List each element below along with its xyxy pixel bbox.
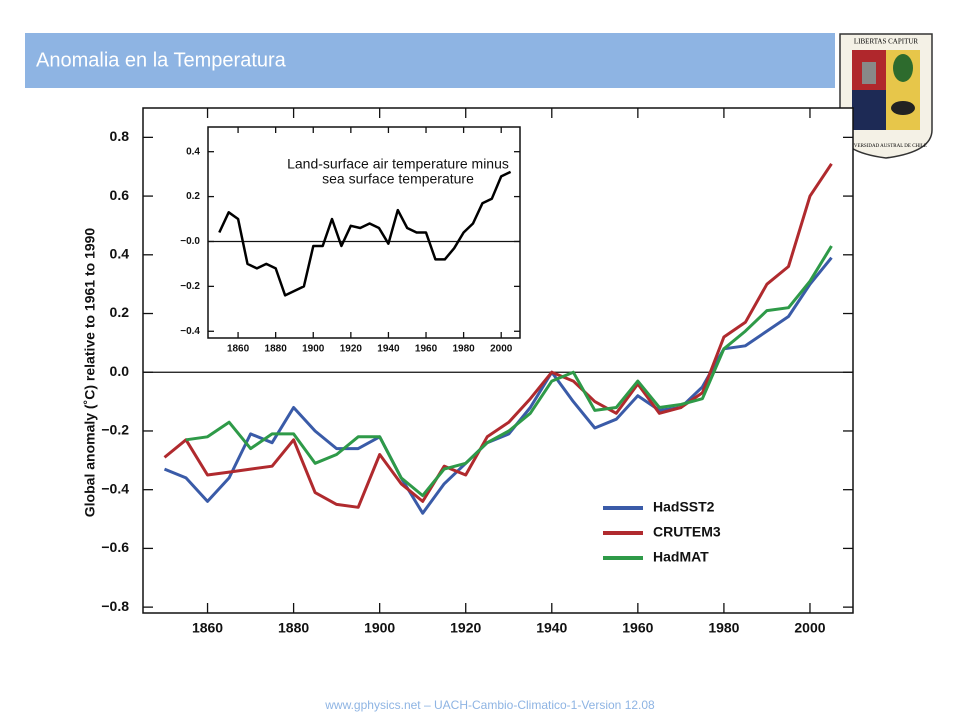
y-tick-label: −0.2	[101, 422, 129, 438]
logo-quarter	[852, 90, 886, 130]
y-tick-label: 0.4	[186, 146, 200, 157]
data-line	[163, 162, 833, 509]
x-tick-label: 1920	[340, 344, 363, 355]
x-tick-label: 2000	[794, 620, 825, 636]
y-tick-label: 0.2	[110, 304, 130, 320]
footer: www.gphysics.net – UACH-Cambio-Climatico…	[324, 698, 655, 712]
x-tick-label: 1980	[708, 620, 739, 636]
legend-label: HadSST2	[653, 499, 715, 515]
x-tick-label: 1980	[452, 344, 475, 355]
logo-name: UNIVERSIDAD AUSTRAL DE CHILE	[845, 144, 927, 149]
logo-tower	[862, 62, 876, 84]
y-tick-label: −0.2	[180, 281, 200, 292]
x-tick-label: 1960	[415, 344, 438, 355]
inset-title: sea surface temperature	[322, 171, 474, 187]
legend-label: HadMAT	[653, 549, 709, 565]
y-tick-label: −0.6	[101, 539, 129, 555]
inset-chart: 1860 1880 1900 1920 1940 1960 1980 2000 −0.4 −0.2…	[180, 126, 521, 355]
data-line	[218, 170, 512, 297]
logo-animal	[891, 101, 915, 115]
logo: LIBERTAS CAPITUR UNIVERSIDAD AUSTRAL DE …	[839, 33, 933, 159]
y-tick-label: −0.4	[180, 326, 200, 337]
logo-motto: LIBERTAS CAPITUR	[854, 38, 918, 46]
header-title: Anomalia en la Temperatura	[36, 49, 287, 71]
x-tick-label: 1900	[302, 344, 325, 355]
y-tick-label: 0.0	[110, 363, 130, 379]
inset-title: Land-surface air temperature minus	[287, 156, 509, 172]
x-tick-label: 1940	[377, 344, 400, 355]
y-tick-label: 0.6	[110, 187, 130, 203]
x-tick-label: 1880	[265, 344, 288, 355]
x-tick-label: 1960	[622, 620, 653, 636]
y-tick-label: 0.2	[186, 191, 200, 202]
x-tick-label: 2000	[490, 344, 513, 355]
y-tick-label: 0.4	[110, 246, 130, 262]
header-bar	[25, 33, 835, 88]
y-tick-label: −0.4	[101, 480, 129, 496]
y-tick-label: 0.8	[110, 128, 130, 144]
data-line	[185, 245, 833, 498]
x-tick-label: 1860	[227, 344, 250, 355]
plot-frame	[207, 126, 521, 339]
y-tick-label: −0.0	[180, 236, 200, 247]
y-tick-label: −0.8	[101, 598, 129, 614]
x-tick-label: 1880	[278, 620, 309, 636]
x-tick-label: 1920	[450, 620, 481, 636]
x-tick-label: 1900	[364, 620, 395, 636]
y-axis-label: Global anomaly (˚C) relative to 1961 to …	[82, 228, 98, 518]
x-tick-label: 1860	[192, 620, 223, 636]
legend-label: CRUTEM3	[653, 524, 721, 540]
x-tick-label: 1940	[536, 620, 567, 636]
logo-tree	[893, 54, 913, 82]
